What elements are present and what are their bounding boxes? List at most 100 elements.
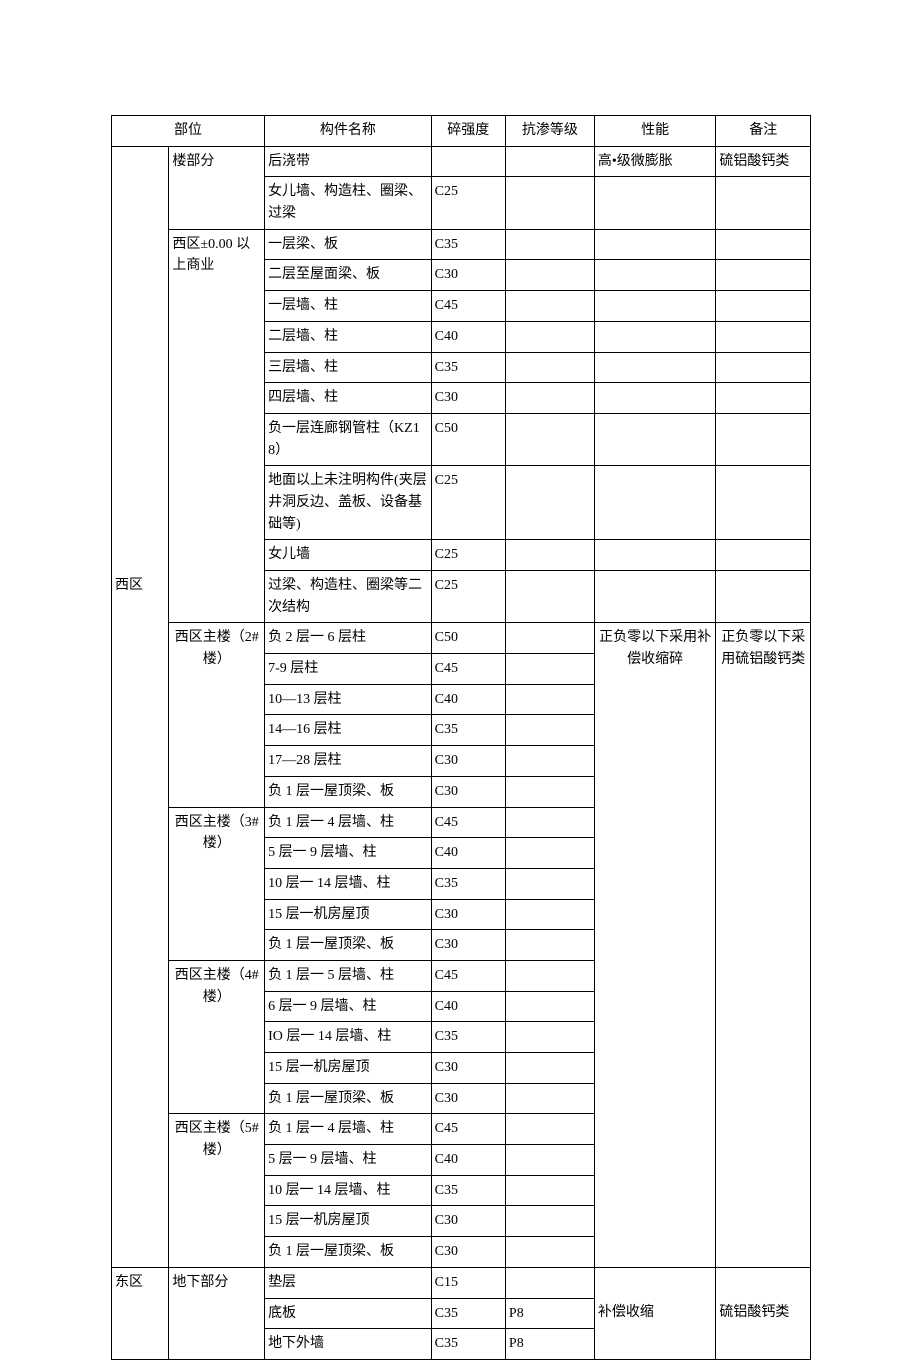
strength-cell: C30 <box>431 1053 505 1084</box>
perf-cell <box>594 229 716 260</box>
sub-west-2: 西区主楼（2#楼） <box>169 623 265 807</box>
sub-east-under: 地下部分 <box>169 1267 265 1359</box>
hdr-strength: 碎强度 <box>431 116 505 147</box>
area-west: 西区 <box>112 571 169 1268</box>
member-cell: 10—13 层柱 <box>265 684 432 715</box>
member-cell: 地面以上未注明构件(夹层井洞反边、盖板、设备基础等) <box>265 466 432 540</box>
strength-cell: C45 <box>431 1114 505 1145</box>
strength-cell: C30 <box>431 260 505 291</box>
perm-cell: P8 <box>505 1329 594 1360</box>
member-cell: 15 层一机房屋顶 <box>265 1206 432 1237</box>
strength-cell: C45 <box>431 291 505 322</box>
hdr-area: 部位 <box>112 116 265 147</box>
note-cell <box>716 177 811 229</box>
note-cell: 硫铝酸钙类 <box>716 146 811 177</box>
strength-cell: C25 <box>431 571 505 623</box>
member-cell: 10 层一 14 层墙、柱 <box>265 1175 432 1206</box>
perm-cell <box>505 229 594 260</box>
strength-cell <box>431 146 505 177</box>
member-cell: 负 1 层一屋顶梁、板 <box>265 930 432 961</box>
hdr-perm: 抗渗等级 <box>505 116 594 147</box>
member-cell: 15 层一机房屋顶 <box>265 899 432 930</box>
sub-west-4: 西区主楼（4#楼） <box>169 960 265 1113</box>
member-cell: 四层墙、柱 <box>265 383 432 414</box>
member-cell: 5 层一 9 层墙、柱 <box>265 838 432 869</box>
page: 部位 构件名称 碎强度 抗渗等级 性能 备注 楼部分 后浇带 高•级微膨胀 硫铝… <box>0 0 920 1360</box>
strength-cell: C30 <box>431 746 505 777</box>
member-cell: 15 层一机房屋顶 <box>265 1053 432 1084</box>
member-cell: 后浇带 <box>265 146 432 177</box>
strength-cell: C25 <box>431 466 505 540</box>
note-cell: 硫铝酸钙类 <box>716 1298 811 1329</box>
table-row: 西区±0.00 以上商业 一层梁、板 C35 <box>112 229 811 260</box>
member-cell: 负 1 层一屋顶梁、板 <box>265 776 432 807</box>
strength-cell: C30 <box>431 930 505 961</box>
member-cell: 5 层一 9 层墙、柱 <box>265 1145 432 1176</box>
strength-cell: C30 <box>431 1206 505 1237</box>
strength-cell: C35 <box>431 715 505 746</box>
strength-cell: C40 <box>431 684 505 715</box>
member-cell: 负 1 层一屋顶梁、板 <box>265 1083 432 1114</box>
sub-west-3: 西区主楼（3#楼） <box>169 807 265 960</box>
area-cell-blank <box>112 177 169 229</box>
sub-lou: 楼部分 <box>169 146 265 229</box>
member-cell: 负 2 层一 6 层柱 <box>265 623 432 654</box>
member-cell: 地下外墙 <box>265 1329 432 1360</box>
strength-cell: C30 <box>431 383 505 414</box>
strength-cell: C40 <box>431 838 505 869</box>
perm-cell: P8 <box>505 1298 594 1329</box>
strength-cell: C50 <box>431 413 505 465</box>
member-cell: 7-9 层柱 <box>265 654 432 685</box>
hdr-perf: 性能 <box>594 116 716 147</box>
strength-cell: C35 <box>431 352 505 383</box>
strength-cell: C35 <box>431 868 505 899</box>
area-cell-blank <box>112 146 169 177</box>
perm-cell <box>505 177 594 229</box>
note-cell <box>716 229 811 260</box>
table-header-row: 部位 构件名称 碎强度 抗渗等级 性能 备注 <box>112 116 811 147</box>
strength-cell: C35 <box>431 1298 505 1329</box>
member-cell: 女儿墙 <box>265 540 432 571</box>
member-cell: 一层梁、板 <box>265 229 432 260</box>
strength-cell: C25 <box>431 540 505 571</box>
member-cell: 负 1 层一 4 层墙、柱 <box>265 1114 432 1145</box>
member-cell: 负 1 层一屋顶梁、板 <box>265 1237 432 1268</box>
strength-cell: C30 <box>431 1083 505 1114</box>
perf-group: 正负零以下采用补偿收缩碎 <box>594 623 716 1267</box>
member-cell: 一层墙、柱 <box>265 291 432 322</box>
strength-cell: C45 <box>431 807 505 838</box>
member-cell: 女儿墙、构造柱、圈梁、过梁 <box>265 177 432 229</box>
member-cell: 负 1 层一 5 层墙、柱 <box>265 960 432 991</box>
perf-cell: 高•级微膨胀 <box>594 146 716 177</box>
table-row: 东区 地下部分 垫层 C15 <box>112 1267 811 1298</box>
perm-cell <box>505 146 594 177</box>
strength-cell: C35 <box>431 229 505 260</box>
member-cell: 10 层一 14 层墙、柱 <box>265 868 432 899</box>
area-cell-blank <box>112 229 169 260</box>
strength-cell: C45 <box>431 960 505 991</box>
hdr-note: 备注 <box>716 116 811 147</box>
strength-cell: C15 <box>431 1267 505 1298</box>
strength-cell: C35 <box>431 1022 505 1053</box>
sub-west-00: 西区±0.00 以上商业 <box>169 229 265 623</box>
member-cell: 二层墙、柱 <box>265 321 432 352</box>
spec-table: 部位 构件名称 碎强度 抗渗等级 性能 备注 楼部分 后浇带 高•级微膨胀 硫铝… <box>111 115 811 1360</box>
strength-cell: C40 <box>431 321 505 352</box>
table-row: 楼部分 后浇带 高•级微膨胀 硫铝酸钙类 <box>112 146 811 177</box>
note-group: 正负零以下采用硫铝酸钙类 <box>716 623 811 1267</box>
area-east: 东区 <box>112 1267 169 1359</box>
sub-west-5: 西区主楼（5#楼） <box>169 1114 265 1267</box>
member-cell: 17—28 层柱 <box>265 746 432 777</box>
strength-cell: C40 <box>431 991 505 1022</box>
member-cell: 负 1 层一 4 层墙、柱 <box>265 807 432 838</box>
member-cell: 14—16 层柱 <box>265 715 432 746</box>
strength-cell: C40 <box>431 1145 505 1176</box>
strength-cell: C30 <box>431 899 505 930</box>
strength-cell: C30 <box>431 1237 505 1268</box>
member-cell: 底板 <box>265 1298 432 1329</box>
perf-cell: 补偿收缩 <box>594 1298 716 1329</box>
strength-cell: C25 <box>431 177 505 229</box>
member-cell: 二层至屋面梁、板 <box>265 260 432 291</box>
strength-cell: C45 <box>431 654 505 685</box>
strength-cell: C50 <box>431 623 505 654</box>
